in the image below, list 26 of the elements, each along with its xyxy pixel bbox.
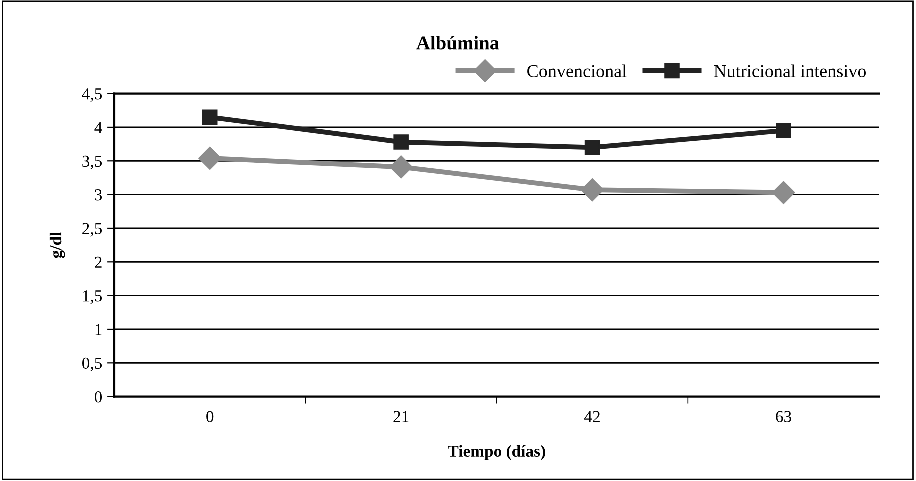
- point: [198, 146, 222, 170]
- x-tick-label: 0: [206, 411, 214, 422]
- y-tick-label: 1: [96, 324, 102, 336]
- y-tick-label: 3,5: [82, 156, 102, 170]
- point: [394, 134, 409, 150]
- y-tick-label: 2,5: [82, 223, 102, 237]
- y-tick-label: 0,5: [82, 358, 102, 372]
- legend-label: Convencional: [528, 64, 627, 78]
- point: [584, 140, 600, 156]
- y-tick-label: 2: [95, 256, 102, 268]
- x-tick-label: 63: [776, 411, 792, 422]
- point: [390, 156, 413, 179]
- x-tick-label: 21: [394, 411, 409, 422]
- point: [202, 110, 218, 126]
- y-tick-label: 1,5: [83, 290, 102, 304]
- chart-title: Albúmina: [416, 36, 500, 50]
- x-axis-title: Tiempo (días): [448, 445, 546, 460]
- legend-label: Nutricional intensivo: [714, 64, 866, 78]
- y-tick-label: 0: [94, 392, 102, 403]
- point: [772, 181, 796, 204]
- y-tick-label: 4: [94, 122, 102, 134]
- y-tick-label: 3: [95, 190, 102, 201]
- y-axis-title: g/dl: [50, 232, 66, 258]
- y-tick-label: 4,5: [82, 88, 102, 102]
- point: [776, 123, 792, 138]
- x-tick-label: 42: [584, 411, 600, 422]
